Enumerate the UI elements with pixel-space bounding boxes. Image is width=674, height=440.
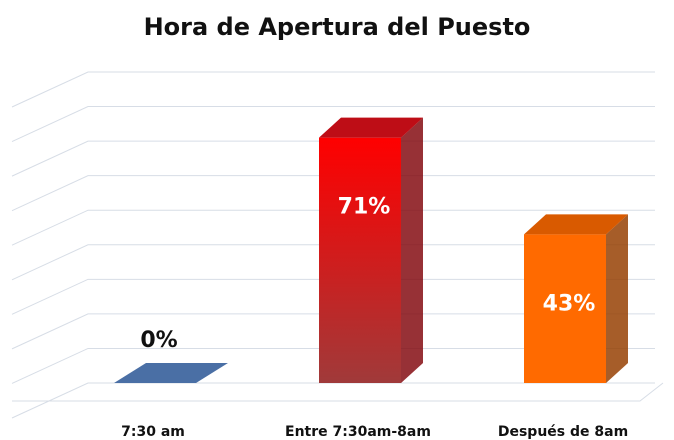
bar-front xyxy=(524,234,606,383)
x-tick-label: Después de 8am xyxy=(498,424,628,440)
bar-side xyxy=(606,214,628,383)
bar-top xyxy=(319,117,423,138)
bar-side-shade xyxy=(606,214,628,383)
bar-side xyxy=(401,117,423,384)
grid-line xyxy=(11,244,655,281)
grid-line xyxy=(11,140,655,177)
grid-line xyxy=(11,71,655,108)
bar xyxy=(524,214,628,383)
floor xyxy=(12,382,664,402)
grid-line xyxy=(11,347,655,384)
bar xyxy=(319,117,423,384)
data-label: 71% xyxy=(338,195,391,220)
data-label: 0% xyxy=(140,328,177,353)
data-label: 43% xyxy=(543,291,596,316)
x-tick-label: Entre 7:30am-8am xyxy=(285,424,431,440)
grid-line xyxy=(11,209,655,246)
bar-front xyxy=(319,137,401,383)
grid-line xyxy=(11,278,655,315)
grid-line xyxy=(11,106,655,143)
bar-top xyxy=(114,363,228,383)
bar-top xyxy=(524,214,628,235)
chart-title: Hora de Apertura del Puesto xyxy=(144,13,531,41)
x-tick-label: 7:30 am xyxy=(121,424,185,440)
grid-line xyxy=(11,313,655,350)
grid-line xyxy=(11,175,655,212)
grid-line xyxy=(11,382,655,419)
bar-side-shade xyxy=(401,117,423,384)
bar xyxy=(114,363,228,383)
bar-top-shade xyxy=(319,117,423,138)
bar-top-shade xyxy=(524,214,628,235)
